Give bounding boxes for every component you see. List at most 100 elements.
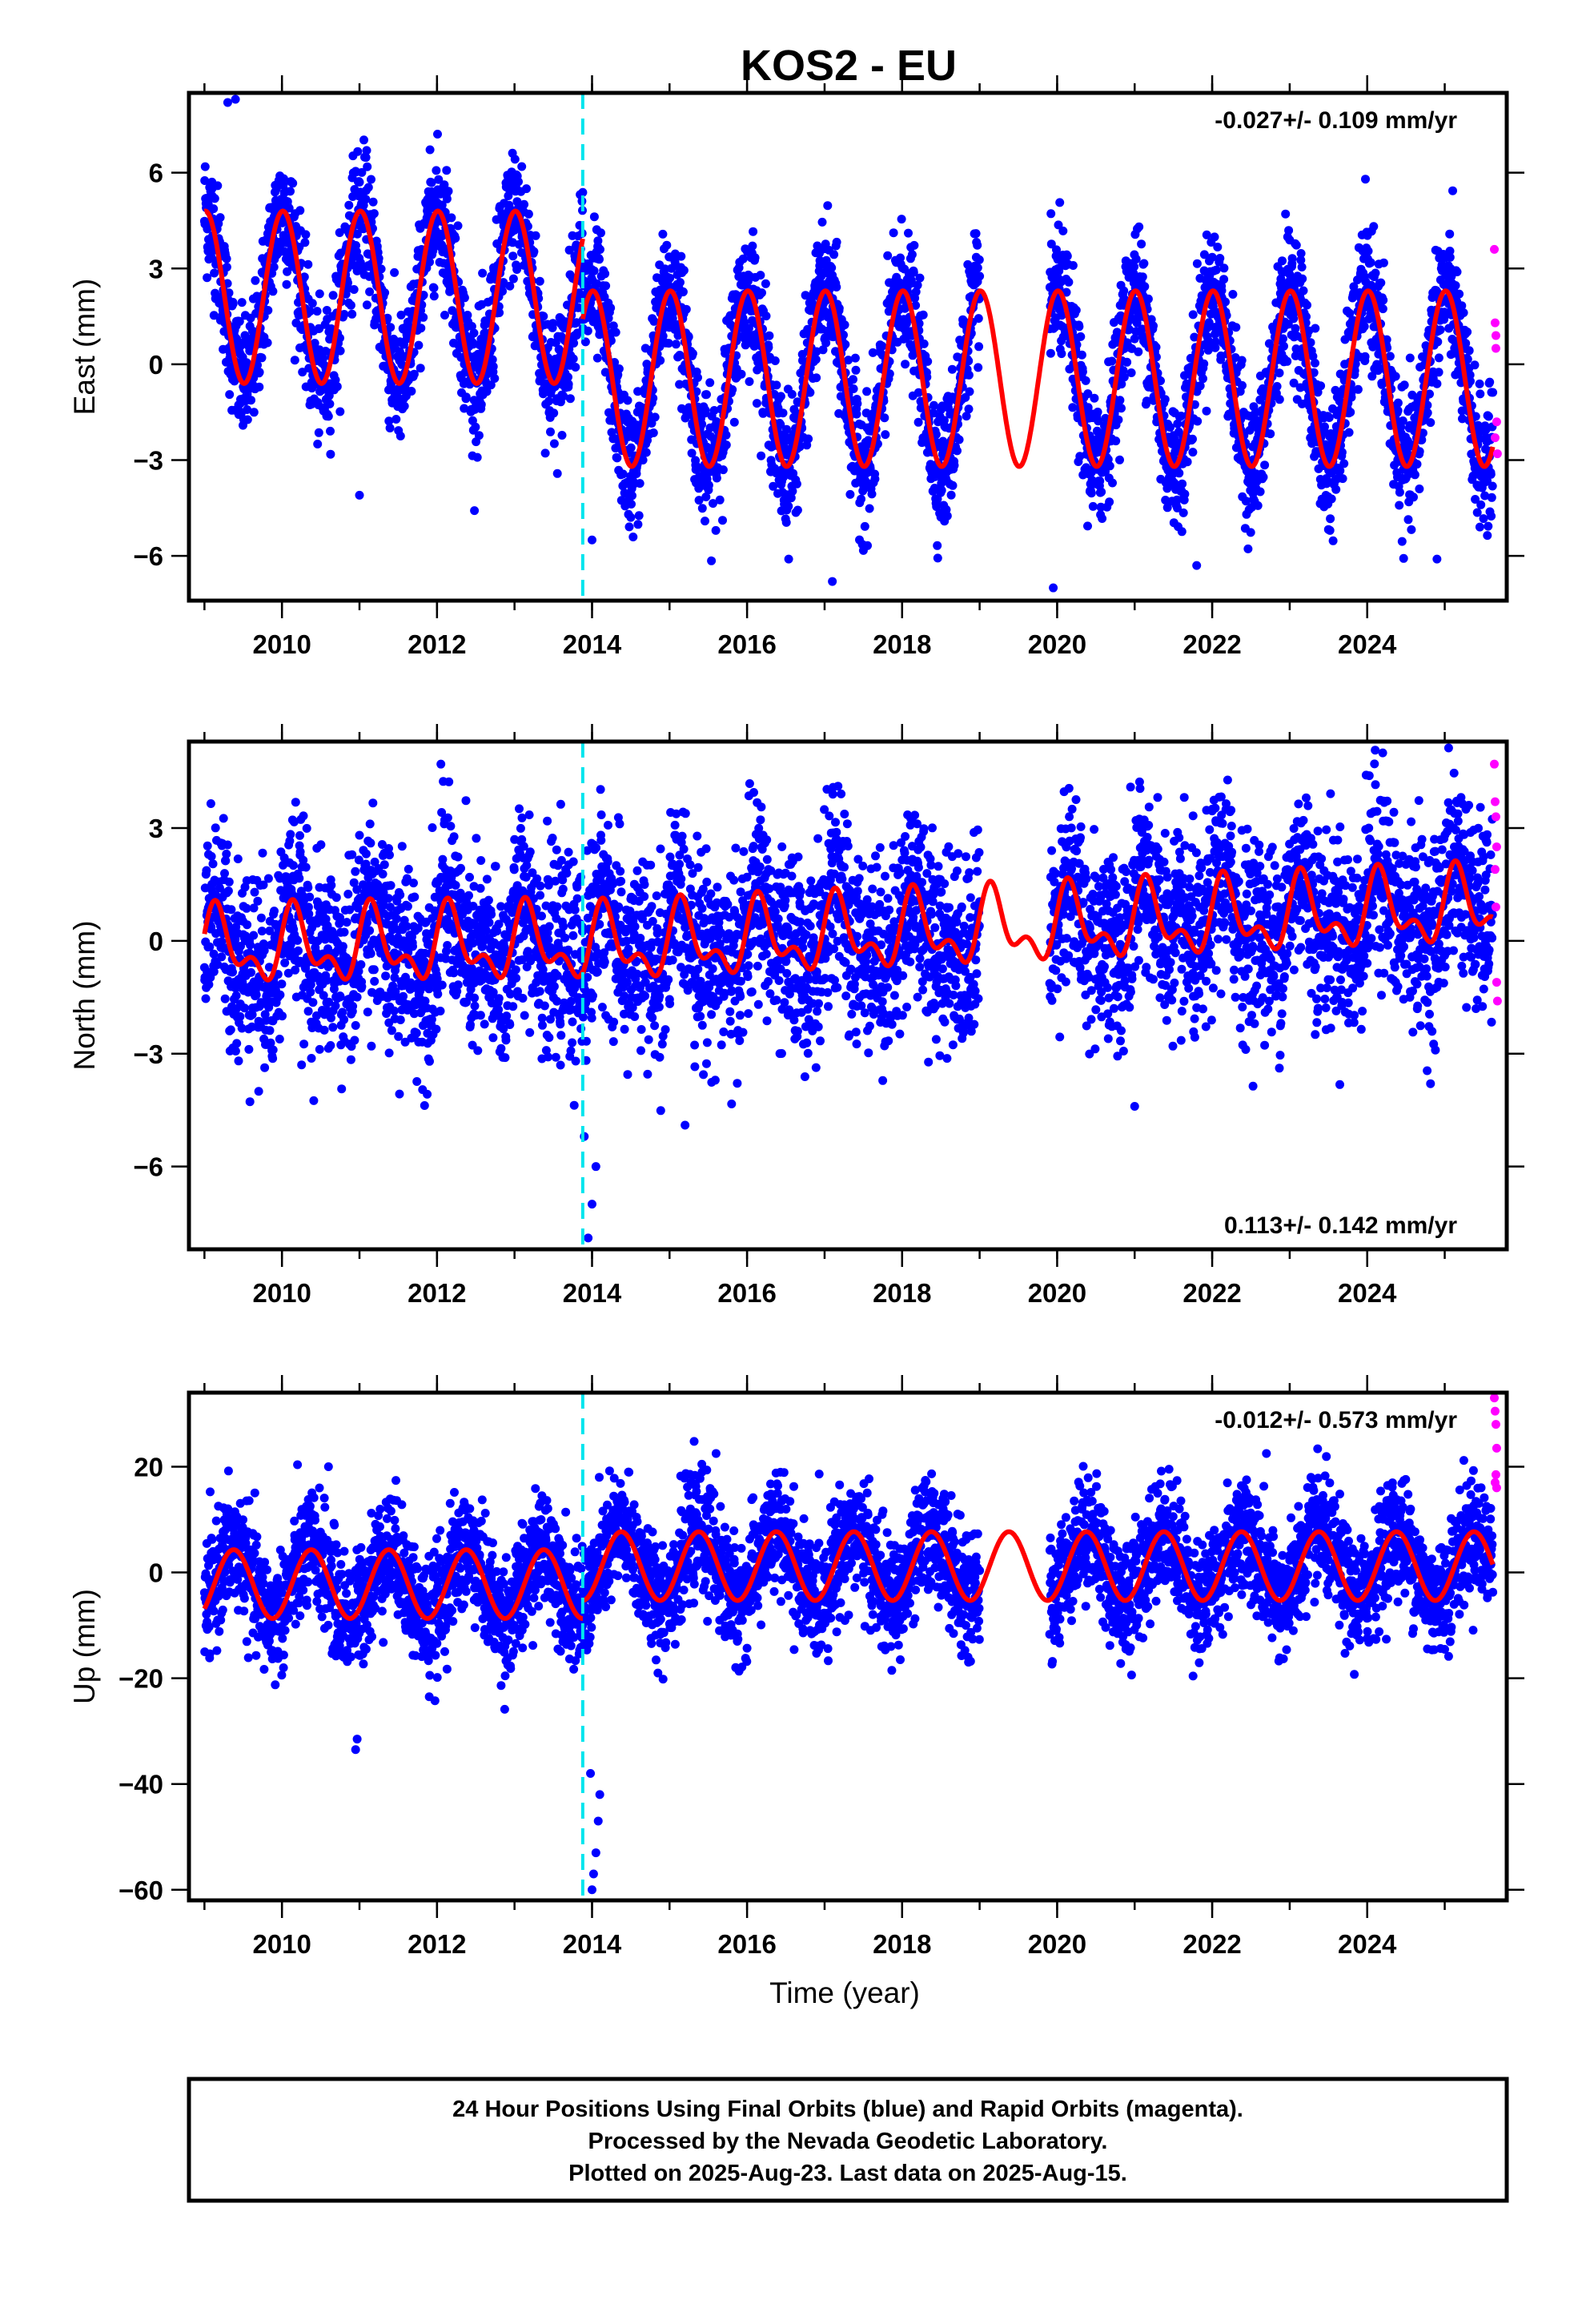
data-point <box>255 368 264 377</box>
data-point <box>363 183 373 192</box>
data-point <box>792 479 801 489</box>
data-point <box>711 525 721 535</box>
data-point <box>471 422 480 432</box>
data-point <box>913 417 923 427</box>
data-point <box>1071 305 1081 315</box>
data-point <box>1057 349 1066 359</box>
data-point <box>1062 251 1072 261</box>
data-point <box>564 380 573 389</box>
data-point <box>514 177 523 187</box>
data-point <box>1463 328 1472 336</box>
data-point <box>761 279 770 288</box>
data-point <box>679 266 689 275</box>
east-y-axis-label: East (mm) <box>68 279 101 416</box>
data-point <box>1131 255 1141 263</box>
data-point <box>200 176 210 185</box>
data-point <box>1455 289 1464 299</box>
data-point <box>331 375 340 384</box>
y-tick-label: 6 <box>149 159 163 188</box>
data-point <box>1178 508 1188 517</box>
data-point <box>911 287 921 296</box>
data-point <box>933 541 942 550</box>
data-point <box>974 363 983 372</box>
data-point <box>658 229 668 239</box>
data-point <box>1182 392 1191 402</box>
data-point <box>823 201 833 211</box>
data-point <box>539 312 548 321</box>
data-point <box>1403 515 1413 525</box>
data-point <box>474 431 484 440</box>
data-point <box>271 184 281 194</box>
data-point <box>784 554 793 564</box>
data-point <box>1139 259 1149 268</box>
data-point <box>391 415 401 424</box>
data-point <box>549 408 559 418</box>
data-point <box>510 155 520 164</box>
data-point <box>721 440 731 450</box>
data-point <box>881 430 890 440</box>
data-point <box>589 266 599 275</box>
data-point <box>244 1044 254 1054</box>
data-point <box>299 272 309 282</box>
data-point <box>409 369 419 379</box>
data-point <box>583 326 592 336</box>
data-point <box>641 448 651 457</box>
data-point <box>600 269 610 279</box>
data-point <box>832 237 841 247</box>
data-point <box>885 369 894 379</box>
data-point <box>729 417 739 427</box>
data-point <box>1094 416 1103 426</box>
data-point <box>203 841 212 850</box>
data-point <box>407 387 416 396</box>
data-point <box>207 851 216 861</box>
data-point <box>243 405 252 414</box>
data-point <box>1291 324 1300 333</box>
data-point <box>1369 222 1379 231</box>
data-point <box>1231 323 1241 332</box>
data-point <box>498 287 507 296</box>
data-point <box>1302 312 1311 321</box>
data-point <box>1296 249 1306 258</box>
data-point <box>362 300 371 310</box>
data-point <box>1298 274 1307 283</box>
data-point <box>827 263 837 272</box>
data-point <box>907 250 917 259</box>
data-point <box>286 187 295 196</box>
data-point <box>624 522 634 532</box>
data-point <box>595 255 604 264</box>
data-point <box>1142 396 1151 406</box>
data-point <box>889 228 898 238</box>
data-point <box>1260 460 1270 470</box>
data-point <box>548 319 558 328</box>
data-point <box>429 283 439 292</box>
data-point <box>559 392 568 401</box>
data-point <box>335 346 345 356</box>
data-point <box>1103 455 1113 464</box>
data-point <box>442 194 452 203</box>
data-point <box>335 407 345 416</box>
data-point <box>865 504 874 513</box>
data-point <box>626 513 636 522</box>
data-point <box>851 365 861 375</box>
data-point <box>811 355 821 364</box>
data-point <box>633 520 643 529</box>
data-point <box>704 480 713 490</box>
x-tick-label: 2018 <box>873 629 931 659</box>
data-point <box>305 307 315 316</box>
data-point <box>923 356 933 366</box>
data-point <box>821 338 831 348</box>
data-point <box>1115 455 1124 464</box>
chart-title: KOS2 - EU <box>741 42 957 90</box>
data-point <box>217 952 227 962</box>
data-point <box>1338 474 1347 484</box>
data-point <box>1434 368 1443 377</box>
data-point <box>580 337 590 347</box>
data-point <box>347 309 357 319</box>
data-point <box>778 408 788 418</box>
data-point <box>414 340 424 350</box>
data-point <box>357 167 367 177</box>
data-point <box>709 406 719 415</box>
data-point <box>220 869 229 879</box>
data-point <box>863 541 872 550</box>
